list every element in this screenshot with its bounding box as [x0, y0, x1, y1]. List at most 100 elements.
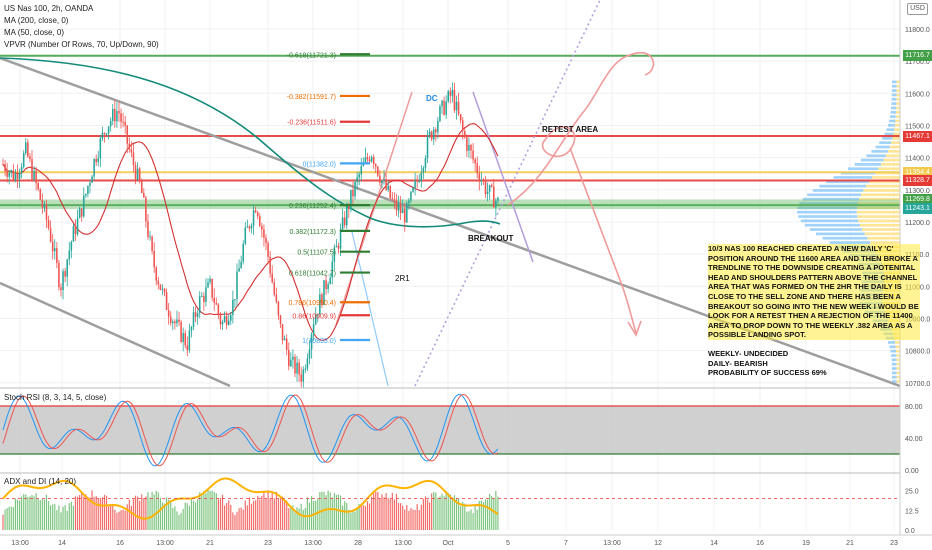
symbol-legend[interactable]: US Nas 100, 2h, OANDA — [4, 4, 94, 13]
candle-body — [153, 250, 155, 268]
candle-body — [29, 156, 31, 159]
volume-bar-down — [889, 145, 900, 149]
volume-bar-down — [896, 89, 900, 92]
candle-body — [223, 316, 226, 322]
candle-body — [41, 199, 44, 208]
volume-bar-down — [860, 223, 900, 227]
candle-body — [424, 158, 427, 168]
candle-body — [420, 172, 423, 182]
candle-body — [461, 120, 464, 132]
candle-body — [116, 111, 118, 122]
volume-bar-down — [856, 210, 900, 214]
volume-bar-up — [891, 371, 897, 375]
candle-body — [366, 157, 369, 160]
candle-body — [337, 245, 340, 249]
candle-body — [343, 217, 346, 226]
stoch-k-line — [2, 393, 499, 467]
volume-bar-up — [886, 128, 895, 132]
candle-body — [4, 164, 6, 172]
candle-body — [321, 294, 323, 306]
indicator-panes — [0, 387, 932, 530]
candle-body — [24, 142, 27, 154]
volume-bar-down — [863, 189, 900, 192]
ma50-legend[interactable]: MA (50, close, 0) — [4, 28, 65, 37]
fib-level-label: 0.786(10950.4) — [289, 300, 336, 307]
candle-body — [294, 356, 296, 374]
stoch-tick-label: 0.00 — [905, 468, 919, 475]
candle-body — [53, 248, 56, 252]
volume-bar-down — [878, 167, 900, 171]
volume-bar-up — [866, 154, 886, 158]
candle-body — [182, 333, 184, 342]
candle-body — [364, 157, 367, 164]
candle-body — [101, 132, 104, 139]
candle-body — [410, 191, 412, 201]
volume-bar-down — [895, 345, 900, 349]
candle-body — [453, 89, 456, 111]
volume-bar-up — [891, 80, 897, 84]
candle-body — [43, 204, 46, 208]
candle-body — [6, 171, 8, 177]
candle-body — [56, 248, 58, 263]
adx-legend[interactable]: ADX and DI (14, 20) — [4, 477, 77, 486]
candle-body — [213, 297, 216, 303]
candle-body — [319, 294, 321, 315]
volume-bar-up — [891, 375, 897, 379]
candle-body — [310, 334, 313, 350]
candle-body — [58, 262, 60, 288]
time-tick-label: 13:00 — [603, 540, 621, 547]
vpvr-legend[interactable]: VPVR (Number Of Rows, 70, Up/Down, 90) — [4, 40, 159, 49]
candle-body — [416, 180, 418, 182]
breakout-label: BREAKOUT — [468, 234, 513, 243]
volume-bar-down — [895, 115, 900, 118]
volume-bar-down — [857, 215, 900, 218]
candle-body — [122, 121, 124, 123]
candle-body — [246, 226, 249, 228]
candle-body — [238, 268, 240, 272]
fib-level-label: 0.86(10909.9) — [292, 313, 336, 320]
candle-body — [281, 324, 284, 341]
candle-body — [316, 314, 319, 316]
candle-body — [484, 180, 487, 195]
candle-body — [128, 143, 131, 150]
candle-body — [279, 315, 282, 325]
candle-body — [447, 91, 450, 102]
stoch-rsi-legend[interactable]: Stoch RSI (8, 3, 14, 5, close) — [4, 393, 107, 402]
adx-tick-label: 25.0 — [905, 489, 919, 496]
candle-body — [33, 170, 35, 180]
time-tick-label: 21 — [206, 540, 214, 547]
volume-bar-down — [892, 137, 900, 140]
candle-body — [12, 170, 15, 181]
candle-body — [236, 271, 238, 300]
candle-body — [132, 152, 135, 166]
candle-body — [60, 287, 62, 290]
candle-body — [269, 256, 271, 274]
volume-bar-up — [891, 97, 897, 101]
projected-trendline — [414, 0, 601, 387]
price-label: 11269.8 — [903, 193, 932, 205]
stoch-tick-label: 80.00 — [905, 404, 923, 411]
fib-level-label: 0.382(11172.3) — [290, 229, 336, 236]
candle-body — [178, 319, 180, 322]
volume-bar-up — [891, 102, 897, 105]
time-tick-label: 12 — [654, 540, 662, 547]
currency-badge[interactable]: USD — [907, 3, 928, 15]
candle-body — [327, 284, 329, 289]
volume-bar-up — [802, 197, 860, 201]
candle-body — [221, 321, 224, 325]
volume-bar-down — [859, 197, 900, 201]
volume-bar-down — [895, 349, 900, 353]
ma200-legend[interactable]: MA (200, close, 0) — [4, 16, 69, 25]
candle-body — [430, 131, 433, 140]
candle-body — [312, 324, 315, 335]
candle-body — [169, 316, 172, 323]
volume-bar-up — [804, 223, 861, 227]
candle-body — [389, 185, 392, 199]
price-tick-label: 11700.0 — [905, 59, 930, 66]
volume-bar-up — [887, 123, 895, 127]
volume-bar-up — [800, 219, 859, 223]
candle-body — [302, 369, 305, 382]
candle-body — [134, 165, 137, 180]
candle-body — [393, 199, 396, 201]
candle-body — [155, 267, 158, 281]
